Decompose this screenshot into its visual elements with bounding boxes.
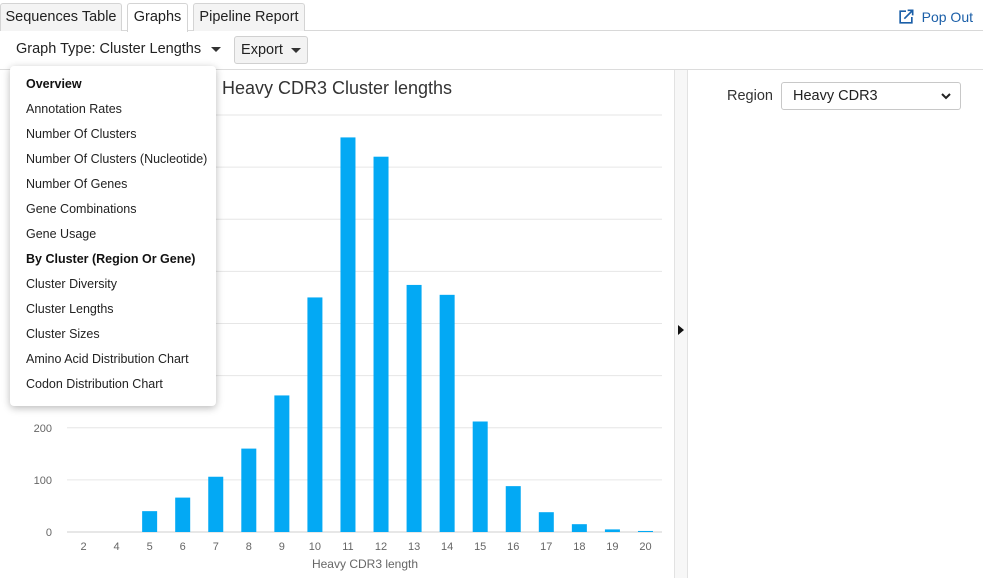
- side-panel: Region Heavy CDR3: [688, 70, 983, 578]
- bar-15[interactable]: [472, 421, 488, 532]
- menu-item-number-of-genes[interactable]: Number Of Genes: [26, 177, 128, 191]
- menu-item-gene-combinations[interactable]: Gene Combinations: [26, 202, 137, 216]
- x-tick-label: 14: [441, 541, 453, 553]
- x-tick-label: 8: [246, 541, 252, 553]
- tab-sequences-table[interactable]: Sequences Table: [0, 3, 122, 31]
- bar-14[interactable]: [439, 294, 455, 532]
- x-tick-label: 2: [80, 541, 86, 553]
- bar-18[interactable]: [571, 524, 587, 532]
- bar-17[interactable]: [538, 512, 554, 532]
- bar-11[interactable]: [340, 137, 356, 532]
- region-label: Region: [727, 88, 773, 104]
- menu-item-gene-usage[interactable]: Gene Usage: [26, 227, 97, 241]
- export-label: Export: [241, 42, 283, 58]
- x-tick-label: 19: [606, 541, 618, 553]
- bar-10[interactable]: [307, 297, 323, 532]
- chevron-down-icon: [941, 93, 951, 100]
- bar-16[interactable]: [505, 486, 521, 532]
- pop-out-button[interactable]: Pop Out: [896, 6, 973, 28]
- tab-graphs[interactable]: Graphs: [127, 3, 188, 32]
- menu-header-by-cluster-region-or-gene: By Cluster (Region Or Gene): [26, 252, 196, 266]
- tab-pipeline-report[interactable]: Pipeline Report: [193, 3, 305, 31]
- panel-resize-handle[interactable]: [674, 70, 688, 578]
- x-tick-label: 9: [279, 541, 285, 553]
- caret-right-icon: [678, 325, 684, 335]
- graph-type-label: Graph Type: Cluster Lengths: [16, 41, 202, 57]
- bar-20[interactable]: [637, 530, 653, 532]
- x-tick-label: 15: [474, 541, 486, 553]
- bar-12[interactable]: [373, 156, 389, 532]
- x-tick-label: 4: [114, 541, 120, 553]
- bar-7[interactable]: [208, 476, 224, 532]
- toolbar: Graph Type: Cluster Lengths Export: [0, 32, 983, 70]
- x-tick-label: 6: [180, 541, 186, 553]
- bar-19[interactable]: [604, 529, 620, 532]
- graph-type-dropdown[interactable]: Graph Type: Cluster Lengths: [16, 41, 222, 57]
- menu-item-cluster-diversity[interactable]: Cluster Diversity: [26, 277, 117, 291]
- x-tick-label: 12: [375, 541, 387, 553]
- bar-8[interactable]: [241, 448, 257, 532]
- x-tick-label: 7: [213, 541, 219, 553]
- menu-item-number-of-clusters[interactable]: Number Of Clusters: [26, 127, 137, 141]
- x-tick-label: 20: [639, 541, 651, 553]
- region-select-value: Heavy CDR3: [793, 88, 878, 104]
- menu-header-overview: Overview: [26, 77, 82, 91]
- menu-item-amino-acid-distribution-chart[interactable]: Amino Acid Distribution Chart: [26, 352, 189, 366]
- x-tick-label: 13: [408, 541, 420, 553]
- export-button[interactable]: Export: [234, 36, 308, 64]
- x-axis-label: Heavy CDR3 length: [312, 557, 418, 571]
- caret-down-icon: [290, 47, 301, 53]
- x-tick-label: 11: [342, 541, 353, 553]
- x-tick-label: 16: [507, 541, 519, 553]
- tab-bar: Sequences Table Graphs Pipeline Report P…: [0, 0, 983, 32]
- menu-item-codon-distribution-chart[interactable]: Codon Distribution Chart: [26, 377, 163, 391]
- x-tick-label: 17: [540, 541, 552, 553]
- menu-item-cluster-lengths[interactable]: Cluster Lengths: [26, 302, 114, 316]
- chart-title: Heavy CDR3 Cluster lengths: [222, 78, 452, 98]
- bar-5[interactable]: [142, 511, 158, 532]
- x-tick-label: 18: [573, 541, 585, 553]
- bar-13[interactable]: [406, 284, 422, 532]
- region-select[interactable]: Heavy CDR3: [781, 82, 961, 110]
- bar-6[interactable]: [175, 497, 191, 532]
- menu-item-cluster-sizes[interactable]: Cluster Sizes: [26, 327, 100, 341]
- external-link-icon: [898, 9, 914, 24]
- x-tick-label: 10: [309, 541, 321, 553]
- graph-type-menu: Overview Annotation Rates Number Of Cluste…: [10, 66, 216, 406]
- pop-out-label: Pop Out: [921, 9, 973, 25]
- y-tick-label: 200: [34, 423, 52, 435]
- y-tick-label: 100: [34, 475, 52, 487]
- menu-item-number-of-clusters-nucleotide[interactable]: Number Of Clusters (Nucleotide): [26, 152, 208, 166]
- y-tick-label: 0: [46, 527, 52, 539]
- menu-item-annotation-rates[interactable]: Annotation Rates: [26, 102, 122, 116]
- caret-down-icon: [211, 46, 222, 52]
- bar-9[interactable]: [274, 395, 290, 532]
- x-tick-label: 5: [147, 541, 153, 553]
